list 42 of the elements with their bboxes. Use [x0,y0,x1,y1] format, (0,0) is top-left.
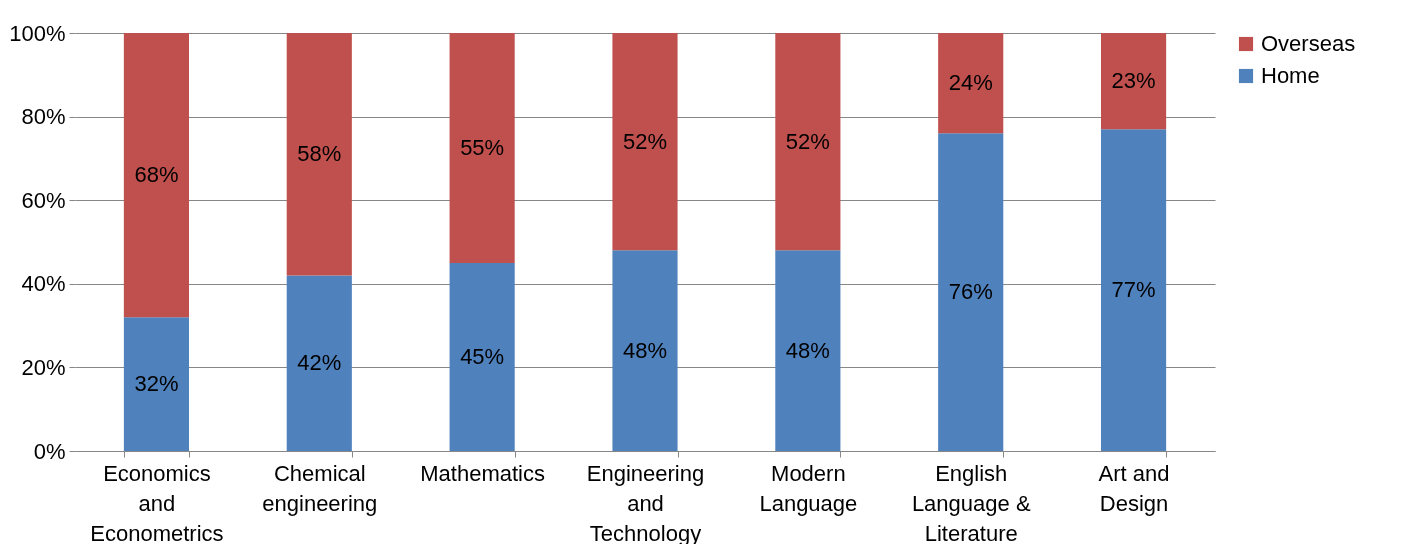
data-label: 58% [297,141,342,167]
data-label: 68% [134,162,179,188]
legend-label: Overseas [1261,31,1356,56]
bar [775,33,841,251]
y-tick-label: 60% [21,187,66,213]
bar [938,33,1004,134]
data-label: 42% [297,350,342,376]
bar [449,33,515,263]
bar [286,33,352,276]
bar [775,250,841,451]
data-label: 32% [134,371,179,397]
bar [1101,33,1167,130]
x-tick-label: Modern Language [759,460,858,516]
data-label: 52% [785,128,830,154]
x-tick-label: Art and Design [1098,460,1170,516]
bar [612,250,678,451]
bar [449,262,515,451]
data-label: 55% [460,134,505,160]
x-tick-label: Chemical engineering [262,460,378,516]
bar [612,33,678,251]
bar [286,275,352,451]
data-label: 52% [622,128,668,154]
data-label: 24% [948,70,993,96]
y-tick-label: 100% [9,20,66,46]
x-tick-label: English Language & Literature [911,460,1031,546]
data-label: 77% [1111,277,1156,303]
x-tick-label: Economics and Econometrics [90,460,224,546]
y-tick-label: 20% [21,354,66,380]
data-label: 76% [948,279,993,305]
x-tick-label: Mathematics [420,460,545,486]
data-label: 45% [460,343,505,369]
legend-label: Home [1261,63,1320,88]
bar [1101,129,1167,451]
y-tick-label: 40% [21,271,66,297]
bar [938,133,1004,451]
bar [123,317,189,451]
data-label: 23% [1111,68,1156,94]
data-label: 48% [785,337,830,363]
data-label: 48% [622,337,668,363]
y-tick-label: 0% [33,438,66,464]
y-tick-label: 80% [21,104,66,130]
bar [123,33,189,318]
